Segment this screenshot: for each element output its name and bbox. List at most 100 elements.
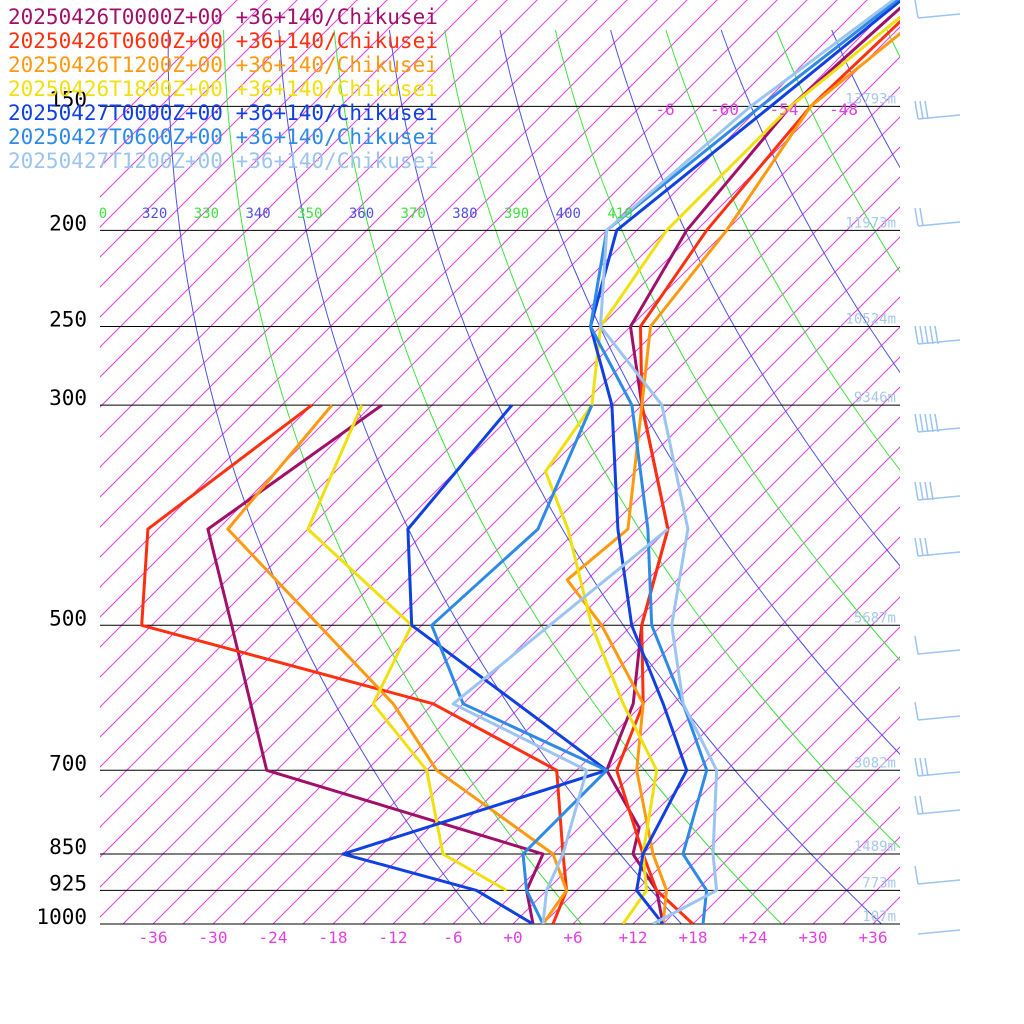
isotherm-line [182,206,900,924]
pressure-label: 700 [49,751,87,775]
wind-barb [914,325,961,345]
theta-label: 350 [297,206,322,222]
temperature-tick-label: +6 [563,928,582,947]
dry-adiabat-line [610,29,900,567]
height-label: 107m [862,909,896,925]
isotherm-line [722,746,900,924]
barb-shaft [917,809,961,815]
isotherm-line [100,0,448,348]
wind-barb [914,635,961,655]
axis-labels: 1001502002503005007008509251000-36-30-24… [36,87,896,947]
isotherm-line [212,236,900,924]
dewpoint-trace [451,527,669,924]
barb-feather [914,757,919,777]
theta-label: 330 [194,206,219,222]
isotherm-line [100,0,358,258]
legend-item: 20250426T1200Z+00 +36+140/Chikusei [8,53,438,77]
barb-feather [919,413,924,433]
barb-shaft [917,427,961,433]
temperature-tick-label: +12 [619,928,648,947]
barb-feather [919,537,924,557]
theta-label: 370 [401,206,426,222]
theta-label: 400 [556,206,581,222]
isotherm-line [332,356,900,924]
wind-barb [914,701,961,721]
barb-feather [914,481,919,501]
temperature-tick-label: +18 [679,928,708,947]
height-label: 3082m [854,755,896,771]
dry-adiabat-line [388,29,882,924]
wind-barb [914,537,961,557]
isotherm-line [100,56,900,858]
temperature-tick-label: -18 [319,928,348,947]
theta-label: 320 [142,206,167,222]
isotherm-line [100,0,838,738]
temperature-tick-label: -24 [259,928,288,947]
isotherm-line [100,86,900,888]
isotherm-line [752,776,900,924]
barb-feather [924,481,929,501]
isotherm-line [302,326,900,924]
dry-adiabat-line [665,29,900,471]
isotherm-line [512,536,900,924]
wind-barb [917,929,961,935]
isotherm-line [933,0,1024,924]
pressure-label: 250 [49,308,87,332]
isotherm-line [100,0,898,798]
theta-label: 360 [349,206,374,222]
barb-shaft [917,879,961,885]
barb-feather [914,100,919,120]
barb-feather [914,325,919,345]
temperature-tick-label: -6 [443,928,462,947]
isotherm-line [362,386,900,924]
wind-barb [914,0,961,19]
barb-shaft [917,495,961,501]
barb-feather [924,757,929,777]
isotherm-line [100,0,598,498]
legend-item: 20250426T0000Z+00 +36+140/Chikusei [8,5,438,29]
mixing-ratio-label: -54 [770,100,799,119]
barb-feather [934,325,939,345]
temperature-tick-label: +0 [503,928,522,947]
wind-barb [914,757,961,777]
isotherm-line [782,806,900,924]
height-label: 1489m [854,839,896,855]
temperature-trace [589,0,900,924]
barb-feather [914,0,919,19]
isotherm-line [542,566,900,924]
dry-adiabat-line [775,29,900,273]
barb-feather [919,325,924,345]
height-label: 5687m [854,610,896,626]
barb-feather [919,100,924,120]
dewpoint-trace [140,403,569,924]
isotherm-line [100,0,388,288]
barb-feather [929,325,934,345]
mixing-ratio-label: -6 [655,100,674,119]
pressure-level-lines [100,105,900,925]
legend-item: 20250427T1200Z+00 +36+140/Chikusei [8,149,438,173]
theta-label: 0 [99,206,107,222]
pressure-label: 150 [49,87,87,111]
mixing-ratio-label: -60 [710,100,739,119]
dry-adiabat-line [499,29,900,755]
temperature-trace [605,6,900,924]
barb-shaft [917,551,961,557]
barb-feather [929,481,934,501]
wind-barb [914,865,961,885]
isotherm-line [242,266,900,924]
isotherm-line [482,506,900,924]
isotherm-line [100,0,628,528]
barb-feather [914,865,919,885]
barb-feather [934,413,939,433]
barb-feather [924,537,929,557]
legend: 20250426T0000Z+00 +36+140/Chikusei 202504… [8,5,438,173]
theta-label: 380 [452,206,477,222]
theta-label: 390 [504,206,529,222]
isotherm-line [100,0,658,558]
barb-feather [919,207,924,227]
isotherm-line [100,0,538,438]
temperature-trace [565,31,900,924]
isotherm-line [100,0,568,468]
isotherm-line [572,596,900,924]
height-label: 13793m [845,91,896,107]
